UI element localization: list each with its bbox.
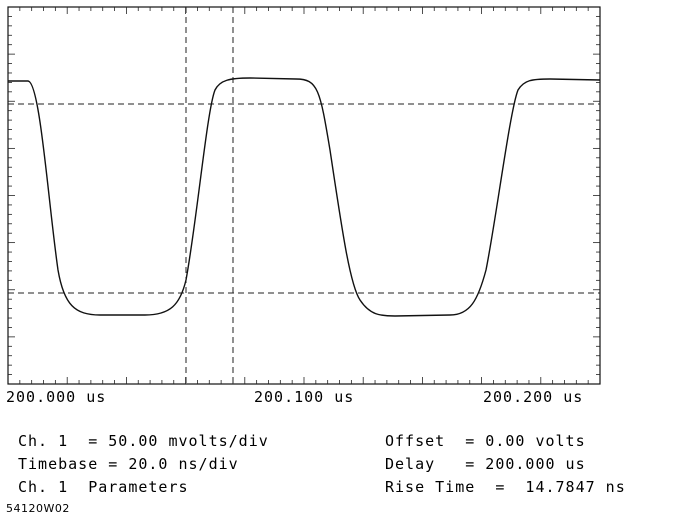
graticule-frame	[7, 6, 601, 385]
timebase-text: Timebase = 20.0 ns/div	[18, 455, 239, 473]
rise-time-text: Rise Time = 14.7847 ns	[385, 478, 626, 496]
time-label-end: 200.200 us	[483, 388, 584, 406]
time-label-start: 200.000 us	[6, 388, 107, 406]
delay-text: Delay = 200.000 us	[385, 455, 586, 473]
ch1-scale-text: Ch. 1 = 50.00 mvolts/div	[18, 432, 269, 450]
ch1-parameters-text: Ch. 1 Parameters	[18, 478, 189, 496]
channel-1-waveform	[8, 77, 601, 317]
time-label-center: 200.100 us	[254, 388, 355, 406]
offset-text: Offset = 0.00 volts	[385, 432, 586, 450]
waveform-graticule	[7, 6, 601, 385]
oscilloscope-display: 200.000 us 200.100 us 200.200 us	[6, 6, 601, 406]
figure-id: 54120W02	[6, 502, 70, 515]
